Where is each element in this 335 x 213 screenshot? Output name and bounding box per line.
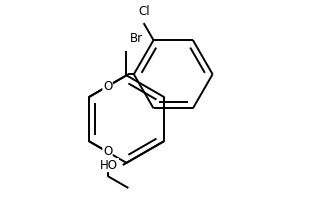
Text: HO: HO [100,158,118,171]
Text: Br: Br [130,32,143,45]
Text: O: O [103,80,112,93]
Text: O: O [103,145,112,158]
Text: Cl: Cl [138,5,149,18]
